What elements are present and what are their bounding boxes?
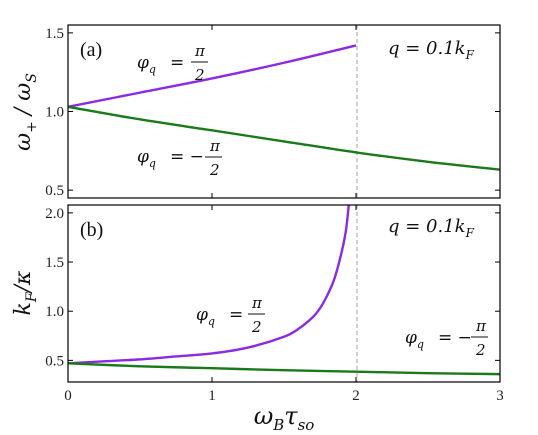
panel-a: 0.5 1.0 1.5 (a) q = 0.1kF φq = π 2 φq = − … xyxy=(11,24,501,199)
xtick-label: 1 xyxy=(208,388,216,404)
svg-text:π: π xyxy=(194,42,206,60)
svg-text:π: π xyxy=(209,137,221,155)
xtick-label: 0 xyxy=(64,388,72,404)
ytick-label: 1.5 xyxy=(45,255,64,271)
svg-text:kF/κ: kF/κ xyxy=(11,270,40,315)
phi-minus-label-b: φq = − π 2 xyxy=(405,317,488,359)
svg-text:2: 2 xyxy=(194,66,205,84)
series-b-phi-plus-line xyxy=(67,204,350,365)
phi-minus-label-a: φq = − π 2 xyxy=(137,137,222,179)
phi-plus-label-a: φq = π 2 xyxy=(137,42,208,84)
series-b-phi-minus-line xyxy=(67,362,501,376)
panel-label-a: (a) xyxy=(80,39,102,61)
ytick-label: 0.5 xyxy=(45,183,64,199)
svg-text:π: π xyxy=(475,317,487,335)
ytick-label: 1.0 xyxy=(45,304,64,320)
ylabel-b: kF/κ xyxy=(11,270,40,315)
svg-text:= −: = − xyxy=(170,147,204,167)
plot-frame-b xyxy=(67,204,501,383)
ticks-b: 0.5 1.0 1.5 2.0 0 1 2 3 xyxy=(45,205,504,404)
ytick-label: 2.0 xyxy=(45,206,64,222)
svg-text:=: = xyxy=(229,305,243,325)
series-a-phi-minus-line xyxy=(67,105,501,171)
phi-plus-label-b: φq = π 2 xyxy=(196,294,265,336)
panel-b: 0.51.01.52.00 1 2 3 (b) q = 0.1kF φq = π 2 … xyxy=(11,204,504,434)
svg-text:φq: φq xyxy=(137,53,156,76)
q-label-b: q = 0.1kF xyxy=(388,216,475,240)
xtick-label: 2 xyxy=(352,388,360,404)
svg-text:ω+/ ωS: ω+/ ωS xyxy=(11,73,40,151)
q-label-a: q = 0.1kF xyxy=(388,38,475,62)
svg-text:2: 2 xyxy=(209,161,220,179)
svg-text:φq: φq xyxy=(196,305,215,328)
series-a-phi-plus-line xyxy=(67,44,357,108)
svg-text:φq: φq xyxy=(137,147,156,170)
xlabel: ωBτso xyxy=(254,402,315,434)
svg-text:= −: = − xyxy=(438,328,472,348)
svg-text:=: = xyxy=(170,53,184,73)
ytick-label: 1.5 xyxy=(45,26,64,42)
ylabel-a: ω+/ ωS xyxy=(11,73,40,151)
panel-label-b: (b) xyxy=(80,219,103,241)
svg-text:2: 2 xyxy=(475,341,486,359)
svg-text:π: π xyxy=(251,294,263,312)
xtick-label: 3 xyxy=(496,388,504,404)
ytick-label: 1.0 xyxy=(45,105,64,121)
svg-text:φq: φq xyxy=(405,328,424,351)
ytick-label: 0.5 xyxy=(45,353,64,369)
svg-text:2: 2 xyxy=(251,318,262,336)
ticks-a: 0.5 1.0 1.5 xyxy=(45,25,501,199)
